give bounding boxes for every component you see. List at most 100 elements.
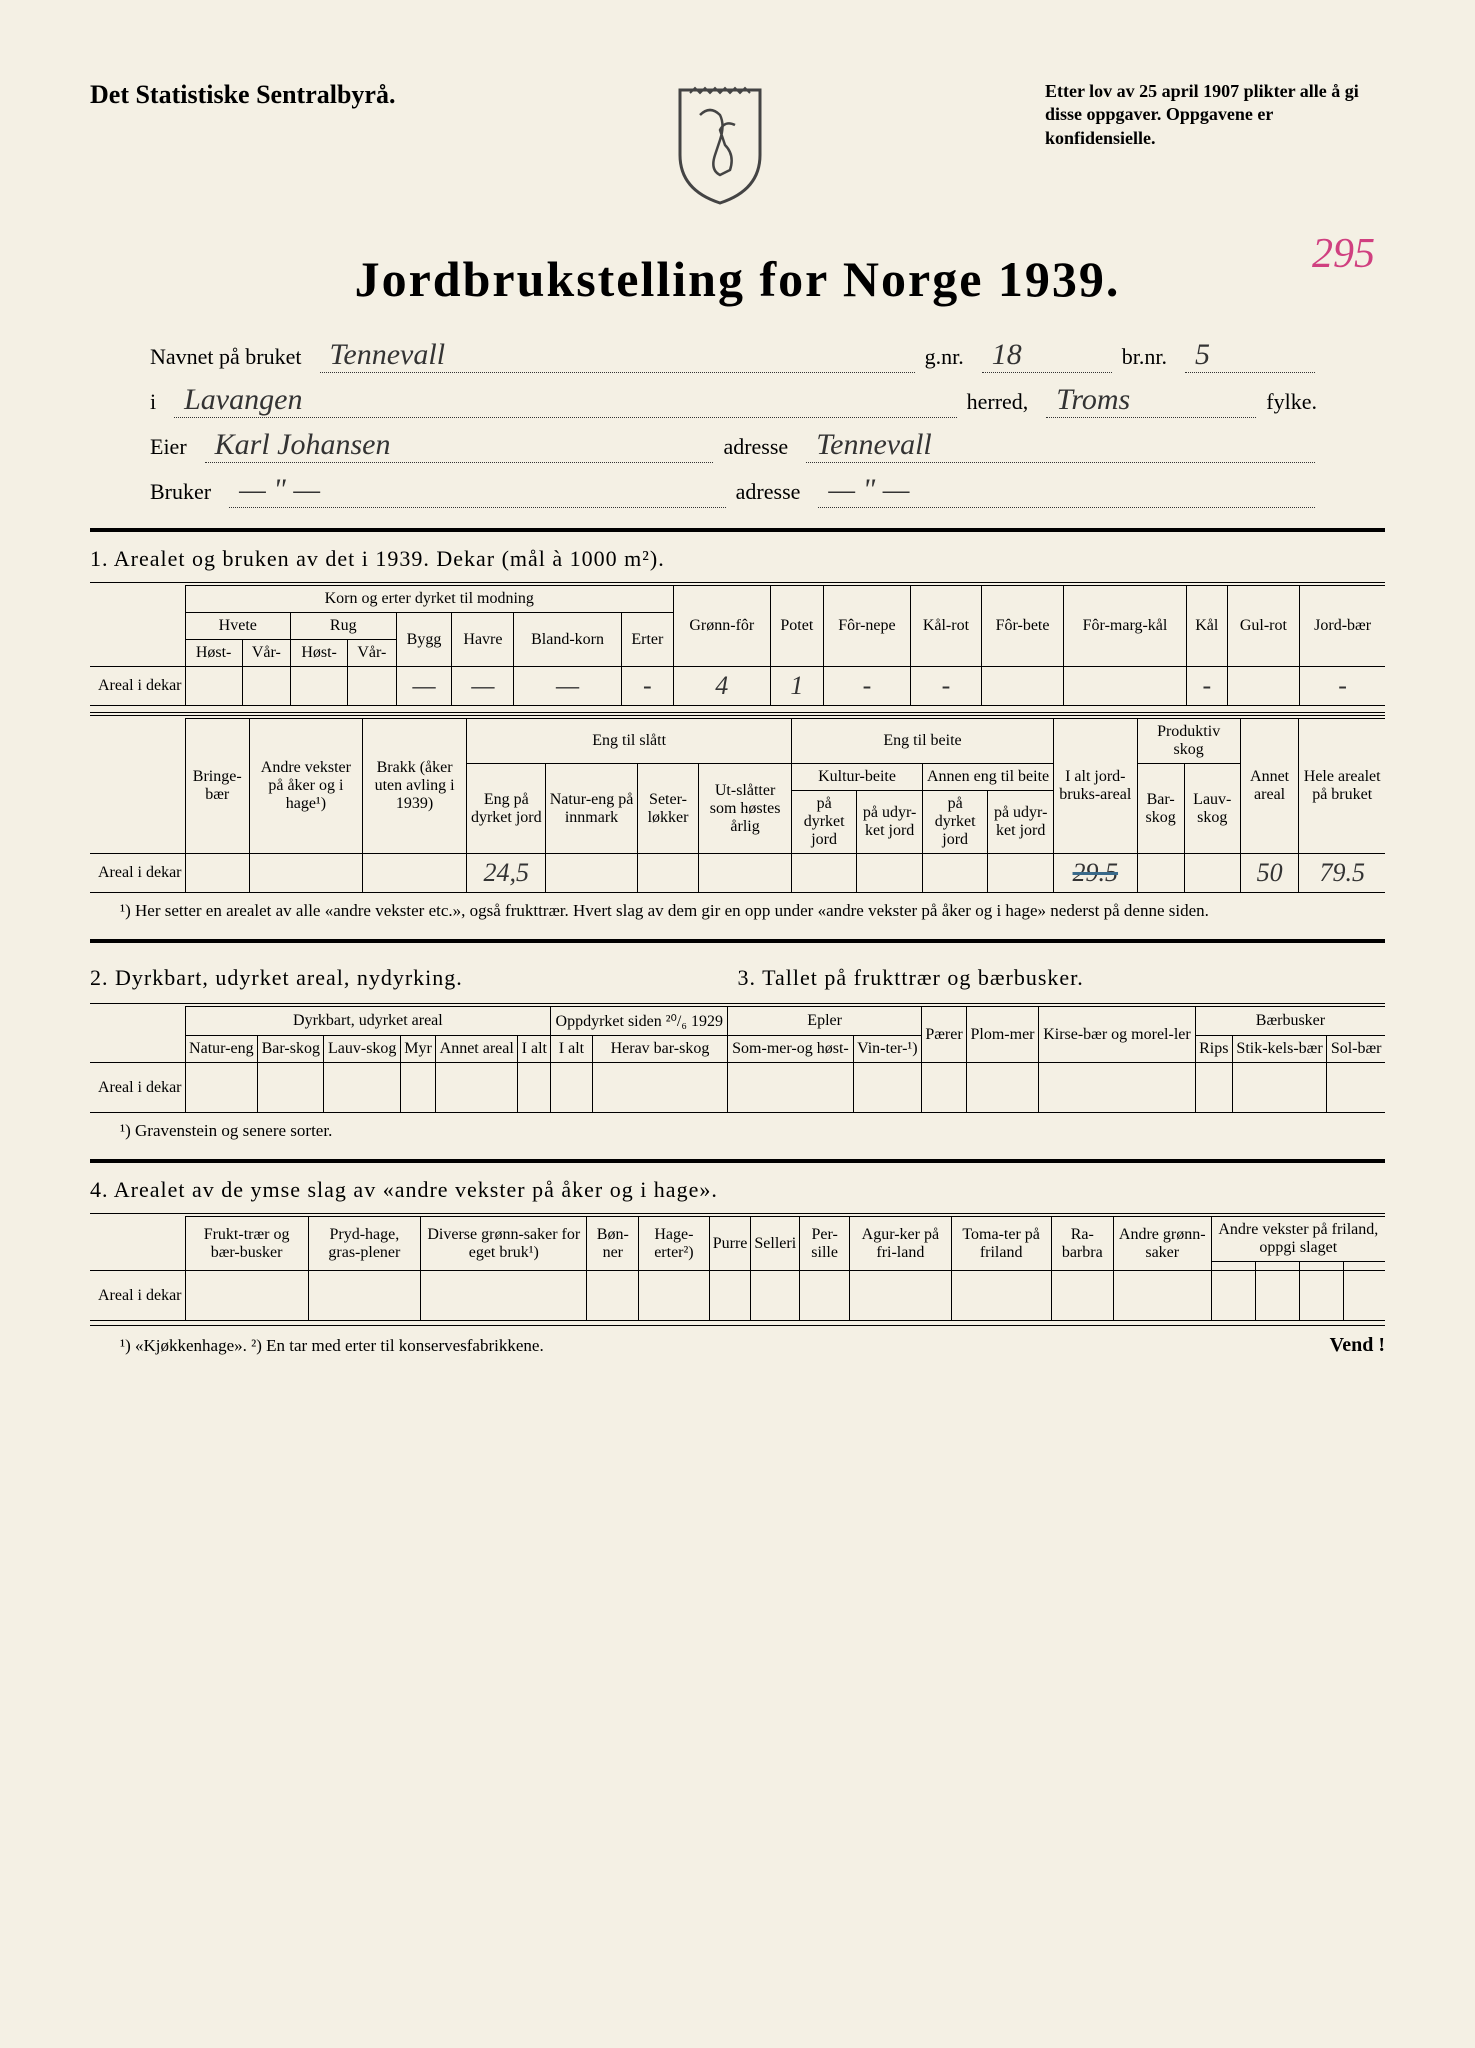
hele-arealet-header: Hele arealet på bruket	[1299, 719, 1385, 854]
vend-label: Vend !	[1330, 1334, 1385, 1357]
hvete-var: Vår-	[242, 640, 290, 667]
diverse-h: Diverse grønn-saker for eget bruk¹)	[421, 1217, 587, 1271]
natureng-h: Natur-eng	[185, 1036, 258, 1063]
andre-vekster-header: Andre vekster på åker og i hage¹)	[249, 719, 362, 854]
cell: -	[824, 667, 911, 706]
handwritten-page-number: 295	[1312, 230, 1375, 278]
annen-udyrket: på udyr-ket jord	[988, 791, 1054, 854]
rips-h: Rips	[1195, 1036, 1232, 1063]
eier-field: Karl Johansen	[205, 428, 714, 463]
fylke-label: fylke.	[1266, 389, 1317, 415]
agency-name: Det Statistiske Sentralbyrå.	[90, 80, 395, 110]
kal-header: Kål	[1187, 586, 1227, 667]
main-title: Jordbrukstelling for Norge 1939.	[90, 250, 1385, 308]
cell: 24,5	[467, 854, 546, 893]
seterlokker-header: Seter-løkker	[637, 764, 698, 854]
section2-title: 2. Dyrkbart, udyrket areal, nydyrking.	[90, 965, 738, 991]
cell	[362, 854, 467, 893]
selleri-h: Selleri	[751, 1217, 800, 1271]
cell	[1184, 854, 1240, 893]
fylke-field: Troms	[1046, 383, 1256, 418]
hvete-header: Hvete	[185, 613, 291, 640]
gulrot-header: Gul-rot	[1227, 586, 1300, 667]
herav-barskog-h: Herav bar-skog	[592, 1036, 728, 1063]
lauvskog-h: Lauv-skog	[324, 1036, 401, 1063]
row1-label: Areal i dekar	[90, 667, 185, 706]
cell	[546, 854, 638, 893]
gnr-field: 18	[982, 338, 1112, 373]
farm-name-field: Tennevall	[320, 338, 915, 373]
cell	[242, 667, 290, 706]
annet-h: Annet areal	[436, 1036, 518, 1063]
paerer-header: Pærer	[922, 1007, 967, 1063]
ialt-h: I alt	[518, 1036, 551, 1063]
farm-info-block: Navnet på bruket Tennevall g.nr. 18 br.n…	[150, 338, 1325, 508]
cell: 50	[1240, 854, 1299, 893]
cell	[637, 854, 698, 893]
havre-header: Havre	[452, 613, 514, 667]
cell	[988, 854, 1054, 893]
gnr-label: g.nr.	[925, 344, 964, 370]
bruker-label: Bruker	[150, 479, 211, 505]
lauvskog-header: Lauv-skog	[1184, 764, 1240, 854]
ialt-jordbruk-header: I alt jord-bruks-areal	[1054, 719, 1137, 854]
cell	[699, 854, 792, 893]
erter-header: Erter	[621, 613, 673, 667]
sommer-host-h: Som-mer-og høst-	[728, 1036, 853, 1063]
natureng-header: Natur-eng på innmark	[546, 764, 638, 854]
rabarbra-h: Ra-barbra	[1051, 1217, 1113, 1271]
row-label: Areal i dekar	[90, 1271, 185, 1321]
section2-footnote: ¹) Gravenstein og senere sorter.	[120, 1121, 1385, 1141]
rug-var: Vår-	[348, 640, 396, 667]
section4-table: Frukt-trær og bær-busker Pryd-hage, gras…	[90, 1216, 1385, 1321]
cell	[249, 854, 362, 893]
korn-group-header: Korn og erter dyrket til modning	[185, 586, 674, 613]
persille-h: Per-sille	[800, 1217, 850, 1271]
farm-name-label: Navnet på bruket	[150, 344, 302, 370]
prod-skog-group: Produktiv skog	[1137, 719, 1240, 764]
coat-of-arms-icon	[665, 80, 775, 210]
forbete-header: Fôr-bete	[982, 586, 1064, 667]
cell	[348, 667, 396, 706]
brnr-field: 5	[1185, 338, 1315, 373]
cell: 1	[770, 667, 824, 706]
brakk-header: Brakk (åker uten avling i 1939)	[362, 719, 467, 854]
section4-title: 4. Arealet av de ymse slag av «andre vek…	[90, 1177, 1385, 1203]
cell	[982, 667, 1064, 706]
cell: -	[1300, 667, 1385, 706]
epler-group: Epler	[728, 1007, 922, 1036]
header-row: Det Statistiske Sentralbyrå. Etter lov a…	[90, 80, 1385, 210]
annen-eng-beite-header: Annen eng til beite	[923, 764, 1054, 791]
cell: —	[514, 667, 621, 706]
brnr-label: br.nr.	[1122, 344, 1167, 370]
bonner-h: Bøn-ner	[587, 1217, 639, 1271]
cell	[1227, 667, 1300, 706]
utslatter-header: Ut-slåtter som høstes årlig	[699, 764, 792, 854]
eier-adresse-field: Tennevall	[806, 428, 1315, 463]
bringebaer-header: Bringe-bær	[185, 719, 249, 854]
census-form-page: Det Statistiske Sentralbyrå. Etter lov a…	[0, 0, 1475, 2048]
herred-field: Lavangen	[174, 383, 956, 418]
cell	[185, 667, 242, 706]
blandkorn-header: Bland-korn	[514, 613, 621, 667]
cell	[1137, 854, 1184, 893]
cell: —	[396, 667, 452, 706]
purre-h: Purre	[709, 1217, 751, 1271]
section1-table-b: Bringe-bær Andre vekster på åker og i ha…	[90, 718, 1385, 893]
row2-label: Areal i dekar	[90, 854, 185, 893]
eng-slatt-group: Eng til slått	[467, 719, 792, 764]
cell: -	[621, 667, 673, 706]
rug-header: Rug	[291, 613, 397, 640]
solbaer-h: Sol-bær	[1327, 1036, 1385, 1063]
vinter-h: Vin-ter-¹)	[853, 1036, 921, 1063]
cell	[857, 854, 923, 893]
cell: —	[452, 667, 514, 706]
eng-dyrket-header: Eng på dyrket jord	[467, 764, 546, 854]
kultur-udyrket: på udyr-ket jord	[857, 791, 923, 854]
jordbaer-header: Jord-bær	[1300, 586, 1385, 667]
cell	[1063, 667, 1186, 706]
section2-3-table: Dyrkbart, udyrket areal Oppdyrket siden …	[90, 1006, 1385, 1113]
myr-h: Myr	[400, 1036, 435, 1063]
cell	[791, 854, 856, 893]
legal-notice: Etter lov av 25 april 1907 plikter alle …	[1045, 80, 1385, 150]
